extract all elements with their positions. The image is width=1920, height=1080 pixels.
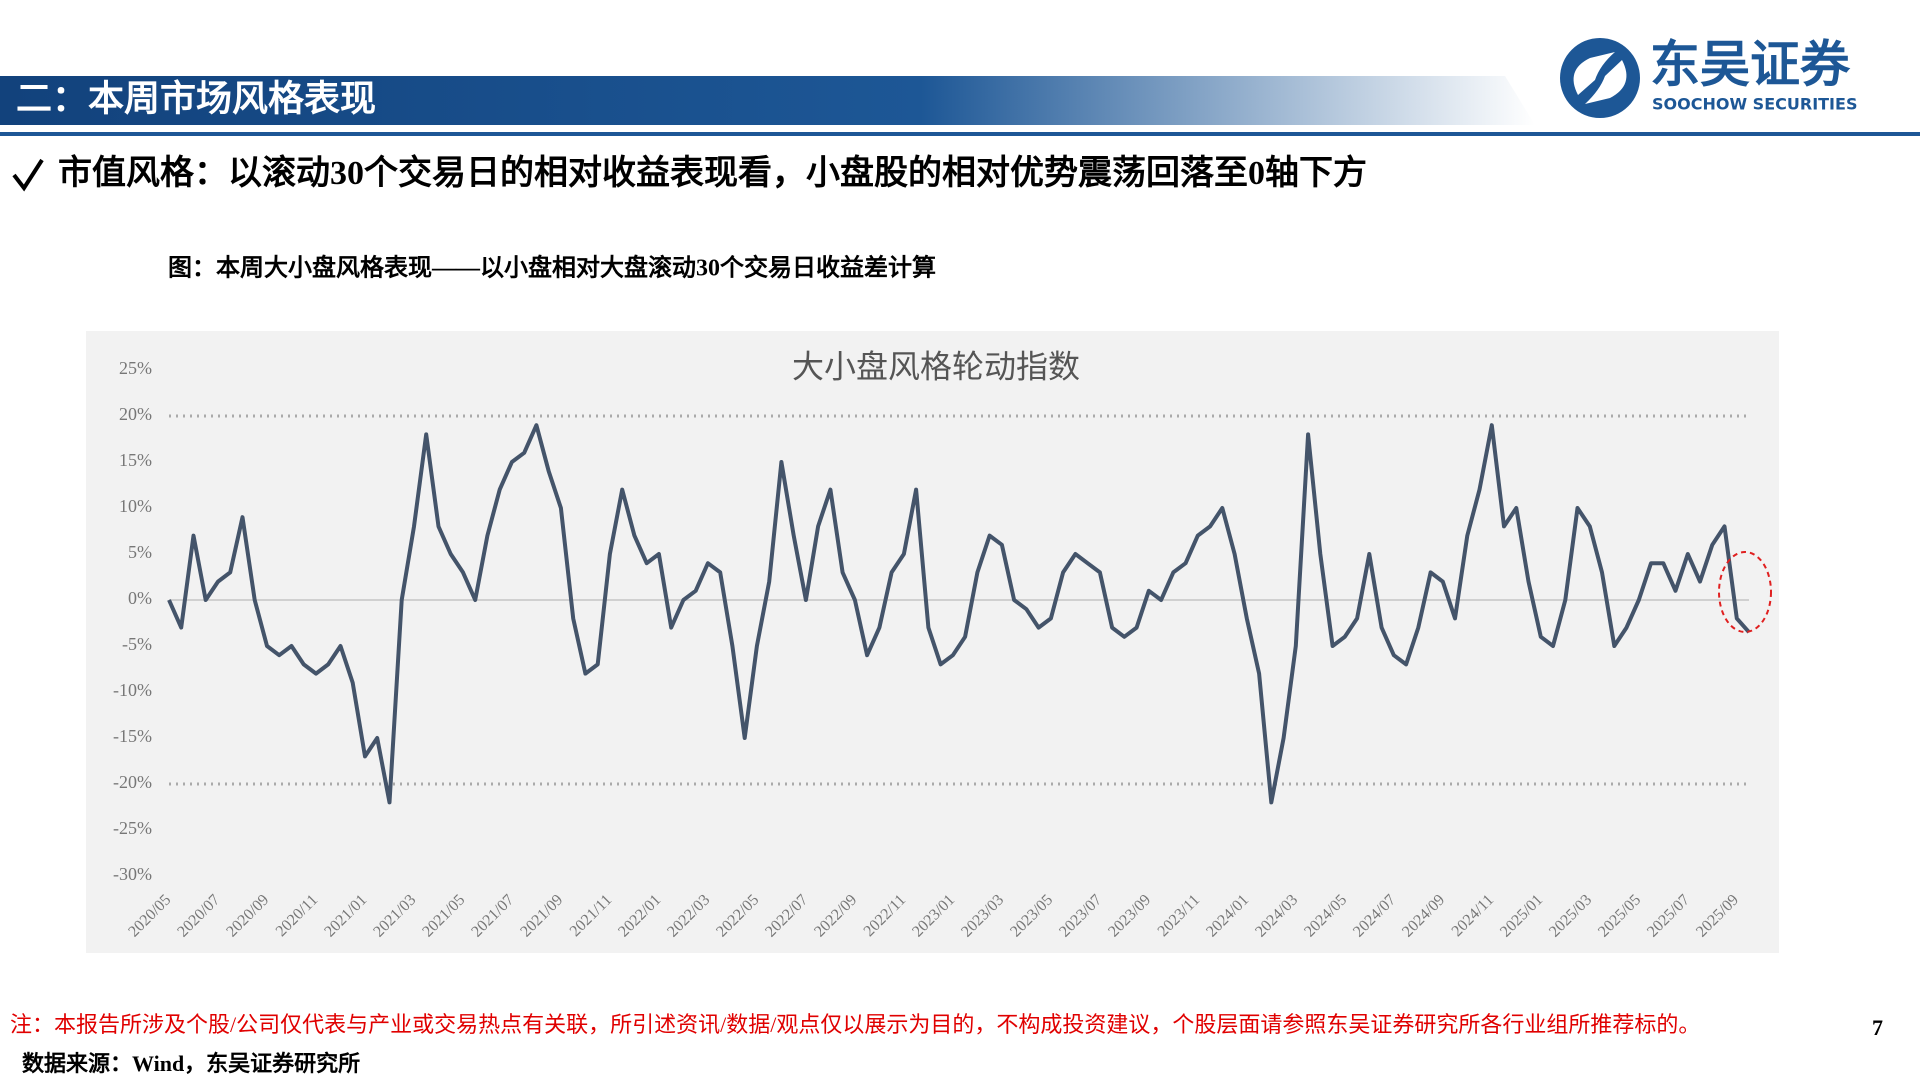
y-tick-label: -15% — [113, 726, 152, 746]
y-tick-label: -5% — [122, 634, 152, 654]
y-tick-label: 0% — [128, 588, 152, 608]
header-bar — [0, 76, 1535, 125]
y-tick-label: 25% — [119, 358, 152, 378]
chart-title: 大小盘风格轮动指数 — [792, 348, 1080, 384]
logo-en: SOOCHOW SECURITIES — [1652, 95, 1857, 114]
y-tick-label: 10% — [119, 496, 152, 516]
logo: 东吴证券 SOOCHOW SECURITIES — [1560, 36, 1857, 118]
highlight-circle — [1718, 551, 1772, 633]
figure-caption: 图：本周大小盘风格表现——以小盘相对大盘滚动30个交易日收益差计算 — [168, 254, 936, 282]
logo-cn: 东吴证券 — [1650, 36, 1851, 94]
y-tick-label: 20% — [119, 404, 152, 424]
y-tick-label: -20% — [113, 772, 152, 792]
y-tick-label: -25% — [113, 818, 152, 838]
header-title: 二：本周市场风格表现 — [16, 78, 376, 118]
y-tick-label: 5% — [128, 542, 152, 562]
y-tick-label: -30% — [113, 864, 152, 884]
series-line — [167, 423, 1751, 805]
y-tick-label: -10% — [113, 680, 152, 700]
check-icon — [12, 158, 44, 192]
bullet-text: 市值风格：以滚动30个交易日的相对收益表现看，小盘股的相对优势震荡回落至0轴下方 — [58, 153, 1367, 192]
y-tick-label: 15% — [119, 450, 152, 470]
footer-note: 注：本报告所涉及个股/公司仅代表与产业或交易热点有关联，所引述资讯/数据/观点仅… — [10, 1012, 1700, 1037]
page-number: 7 — [1872, 1015, 1883, 1040]
footer-source: 数据来源：Wind，东吴证券研究所 — [22, 1051, 360, 1076]
